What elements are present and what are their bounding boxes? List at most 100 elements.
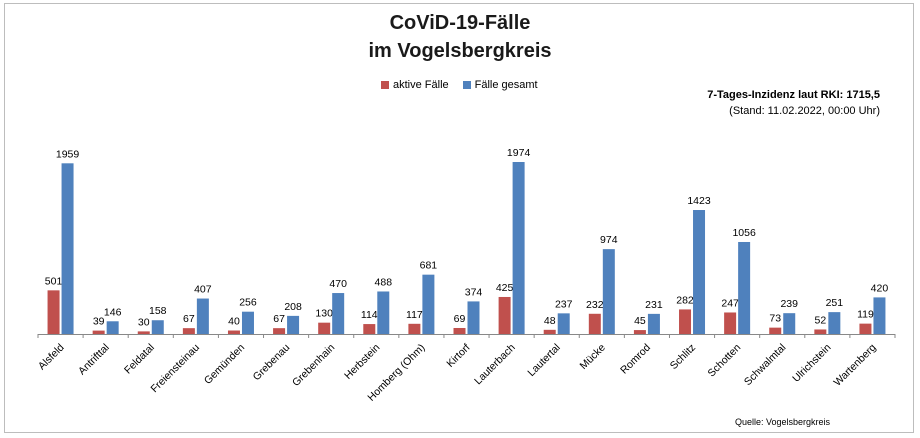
- bar-total-cases: [422, 274, 435, 334]
- bar-active-cases: [273, 328, 286, 334]
- bar-total-cases: [557, 313, 570, 334]
- data-label-active: 425: [496, 282, 514, 294]
- data-label-total: 239: [780, 298, 798, 310]
- legend-swatch-active: [381, 81, 389, 89]
- data-label-active: 30: [138, 316, 150, 328]
- bar-active-cases: [92, 330, 105, 334]
- x-tick-label: Mücke: [578, 342, 608, 372]
- bar-active-cases: [769, 327, 782, 334]
- bar-active-cases: [408, 323, 421, 334]
- data-label-active: 501: [45, 275, 63, 287]
- x-tick-label: Schwalmtal: [742, 342, 788, 388]
- data-label-total: 1959: [56, 148, 80, 160]
- bar-total-cases: [873, 297, 886, 334]
- data-label-total: 681: [420, 260, 438, 272]
- bar-active-cases: [543, 329, 556, 334]
- data-label-active: 45: [634, 315, 646, 327]
- bar-active-cases: [498, 296, 511, 334]
- data-label-total: 251: [826, 297, 844, 309]
- data-label-total: 374: [465, 286, 483, 298]
- bar-total-cases: [647, 313, 660, 334]
- bar-total-cases: [467, 301, 480, 334]
- data-label-active: 247: [721, 297, 739, 309]
- data-label-active: 282: [676, 294, 694, 306]
- x-tick-label: Schlitz: [668, 342, 698, 372]
- data-label-active: 232: [586, 299, 604, 311]
- data-label-active: 40: [228, 316, 240, 328]
- data-label-total: 470: [329, 278, 347, 290]
- bar-total-cases: [332, 293, 345, 334]
- x-tick-label: Romrod: [618, 342, 653, 377]
- x-tick-label: Lauterbach: [472, 342, 518, 388]
- x-tick-label: Wartenberg: [832, 342, 879, 389]
- bar-total-cases: [287, 315, 300, 334]
- data-label-total: 158: [149, 305, 167, 317]
- bar-total-cases: [196, 298, 209, 334]
- legend-label-active: aktive Fälle: [393, 79, 449, 91]
- x-tick-label: Alsfeld: [36, 342, 67, 373]
- incidence-value: 7-Tages-Inzidenz laut RKI: 1715,5: [707, 89, 880, 101]
- bar-total-cases: [512, 162, 525, 334]
- bar-active-cases: [724, 312, 737, 334]
- bar-total-cases: [693, 210, 706, 334]
- bar-active-cases: [679, 309, 692, 334]
- legend-swatch-total: [462, 81, 471, 89]
- bar-total-cases: [151, 320, 164, 334]
- source-note: Quelle: Vogelsbergkreis: [735, 417, 831, 427]
- x-tick-label: Antrifttal: [76, 342, 112, 378]
- bar-active-cases: [859, 323, 872, 334]
- bar-total-cases: [61, 163, 74, 334]
- data-label-total: 488: [375, 276, 393, 288]
- data-label-total: 1056: [732, 227, 756, 239]
- bar-active-cases: [588, 313, 601, 334]
- data-label-total: 237: [555, 298, 573, 310]
- data-label-total: 231: [645, 299, 663, 311]
- x-tick-label: Lautertal: [525, 342, 562, 379]
- chart-legend: aktive Fälle Fälle gesamt: [381, 79, 552, 91]
- bar-active-cases: [318, 322, 331, 334]
- legend-label-total: Fälle gesamt: [474, 79, 538, 91]
- x-tick-label: Grebenau: [251, 342, 293, 384]
- chart-title: CoViD-19-Fälle: [389, 12, 531, 34]
- data-label-active: 119: [857, 309, 874, 321]
- data-label-total: 146: [104, 306, 122, 318]
- data-label-total: 420: [871, 282, 889, 294]
- legend-item-active: aktive Fälle: [381, 79, 449, 91]
- bar-active-cases: [363, 324, 376, 334]
- bar-total-cases: [828, 312, 841, 334]
- data-label-total: 208: [284, 301, 302, 313]
- chart-frame: [4, 3, 914, 433]
- data-label-active: 114: [361, 309, 378, 321]
- chart-subtitle: im Vogelsbergkreis: [368, 40, 552, 62]
- data-label-active: 73: [769, 313, 781, 325]
- x-tick-label: Feldatal: [122, 342, 157, 377]
- bar-active-cases: [137, 331, 150, 334]
- data-label-active: 130: [315, 308, 333, 320]
- data-label-active: 67: [273, 313, 285, 325]
- data-label-active: 48: [544, 315, 556, 327]
- incidence-annotation: 7-Tages-Inzidenz laut RKI: 1715,5 (Stand…: [707, 87, 880, 119]
- bar-total-cases: [783, 313, 796, 334]
- data-label-active: 69: [454, 313, 466, 325]
- data-label-total: 256: [239, 297, 257, 309]
- x-tick-label: Freiensteinau: [149, 342, 203, 396]
- data-label-active: 117: [406, 309, 423, 321]
- incidence-date: (Stand: 11.02.2022, 00:00 Uhr): [729, 105, 880, 117]
- bar-active-cases: [227, 330, 240, 334]
- data-label-total: 1974: [507, 147, 531, 159]
- data-label-active: 52: [814, 314, 826, 326]
- data-label-total: 1423: [687, 195, 711, 207]
- legend-item-total: Fälle gesamt: [462, 79, 538, 91]
- bar-active-cases: [814, 329, 827, 334]
- bar-active-cases: [47, 290, 60, 334]
- bar-active-cases: [453, 327, 466, 334]
- data-label-active: 67: [183, 313, 195, 325]
- x-tick-label: Herbstein: [342, 342, 382, 382]
- data-label-total: 407: [194, 284, 212, 296]
- x-tick-label: Ulrichstein: [790, 342, 833, 385]
- bar-total-cases: [106, 321, 119, 334]
- bar-active-cases: [182, 328, 195, 334]
- data-label-active: 39: [93, 316, 105, 328]
- data-label-total: 974: [600, 234, 618, 246]
